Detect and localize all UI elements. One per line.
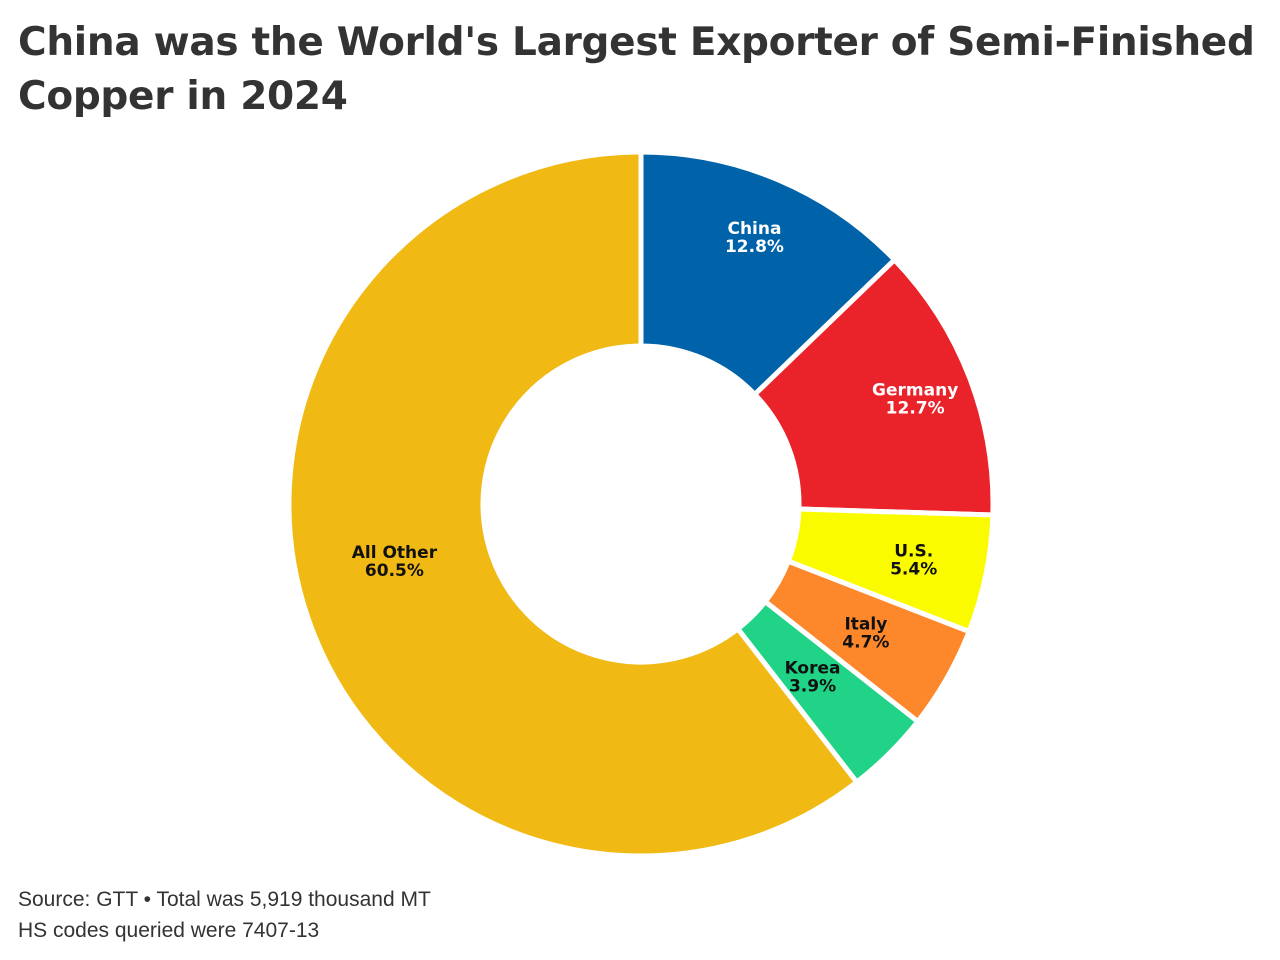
- slice-value-all-other: 60.5%: [365, 561, 424, 581]
- slice-label-china: China: [727, 219, 781, 239]
- slice-label-u-s: U.S.: [894, 542, 933, 562]
- slice-all-other: [286, 149, 860, 859]
- slice-china: [638, 149, 898, 397]
- slice-value-korea: 3.9%: [789, 677, 836, 697]
- slice-label-italy: Italy: [844, 614, 887, 634]
- hs-codes-note: HS codes queried were 7407-13: [18, 919, 320, 942]
- chart-footer: Source: GTT • Total was 5,919 thousand M…: [18, 884, 431, 946]
- slice-label-all-other: All Other: [352, 543, 438, 563]
- slice-value-china: 12.8%: [725, 237, 784, 257]
- slice-value-germany: 12.7%: [886, 398, 945, 418]
- slice-value-italy: 4.7%: [842, 632, 889, 652]
- slice-germany: [752, 257, 996, 518]
- donut-chart: China 12.8% Germany 12.7% U.S. 5.4% Italy 4.7% K…: [0, 130, 1280, 880]
- slices-group: [286, 149, 996, 859]
- slice-label-korea: Korea: [785, 659, 841, 679]
- source-note: Source: GTT • Total was 5,919 thousand M…: [18, 888, 431, 911]
- slice-label-germany: Germany: [872, 380, 958, 400]
- slice-value-u-s: 5.4%: [890, 560, 937, 580]
- chart-title: China was the World's Largest Exporter o…: [18, 20, 1255, 119]
